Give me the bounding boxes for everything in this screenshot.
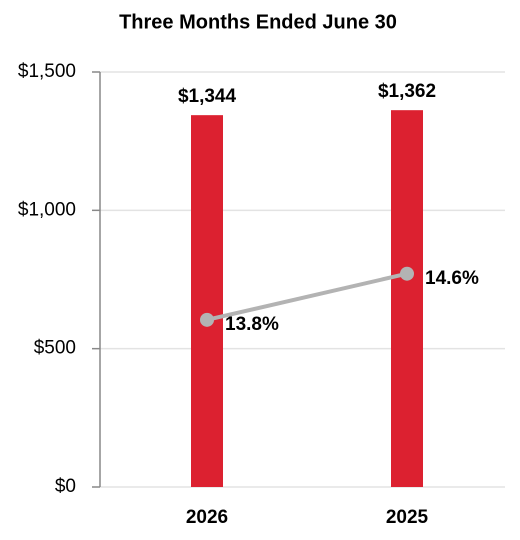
y-tick-label: $500 (34, 338, 76, 359)
bar (191, 115, 223, 487)
line-marker (200, 312, 214, 327)
chart-title: Three Months Ended June 30 (119, 11, 397, 33)
y-tick-label: $1,500 (18, 61, 76, 82)
bar (391, 110, 423, 488)
line-value-label: 13.8% (225, 314, 279, 335)
bar-value-label: $1,344 (178, 86, 237, 107)
bar-value-label: $1,362 (378, 81, 436, 102)
line (206, 271, 408, 322)
y-tick-label: $1,000 (18, 199, 76, 220)
line-marker (400, 266, 414, 281)
line-value-label: 14.6% (425, 268, 479, 289)
y-tick-label: $0 (55, 476, 76, 497)
x-tick-label: 2026 (186, 507, 228, 528)
x-tick-label: 2025 (386, 507, 429, 528)
